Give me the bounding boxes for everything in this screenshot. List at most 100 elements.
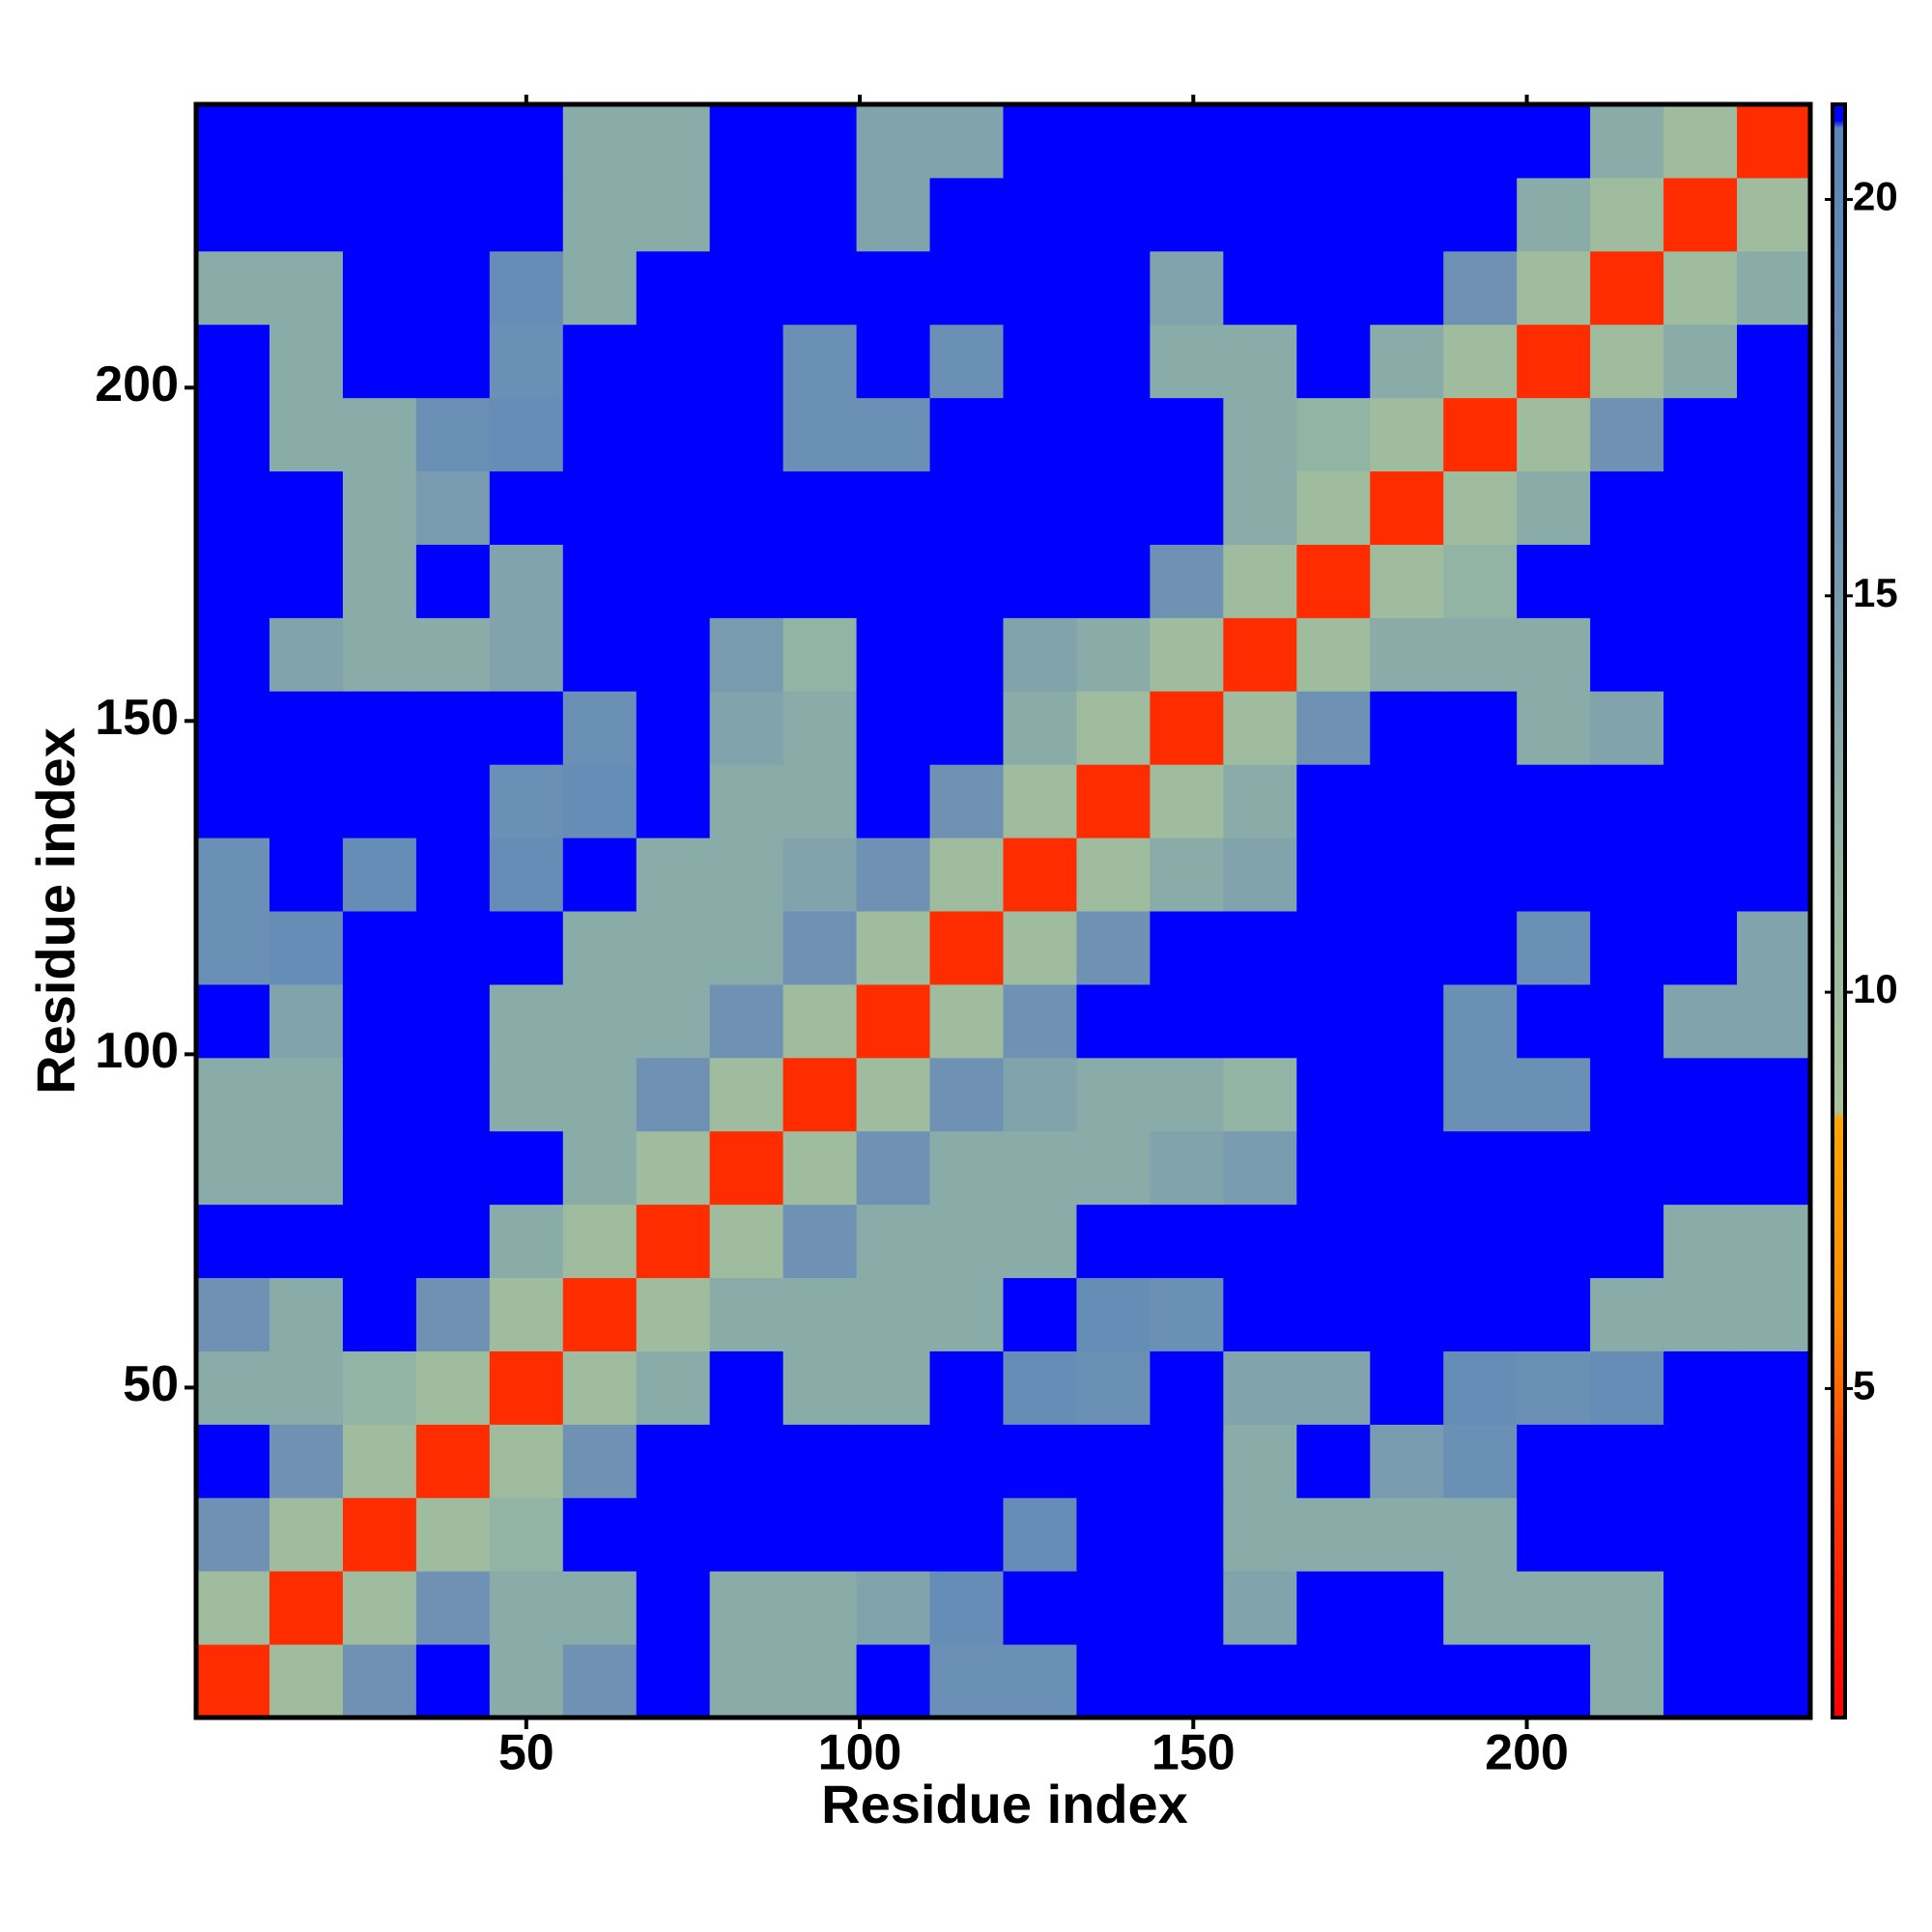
heatmap-cell: [342, 838, 417, 912]
heatmap-cell: [1737, 544, 1811, 618]
heatmap-cell: [342, 177, 417, 252]
heatmap-cell: [1223, 1130, 1297, 1206]
heatmap-cell: [269, 691, 344, 765]
heatmap-cell: [929, 397, 1004, 472]
heatmap-cell: [269, 1497, 344, 1572]
heatmap-cell: [562, 177, 638, 252]
heatmap-cell: [269, 544, 344, 618]
heatmap-cell: [636, 983, 711, 1059]
heatmap-cell: [1223, 324, 1297, 399]
heatmap-cell: [415, 1424, 491, 1498]
heatmap-cell: [1443, 1204, 1518, 1279]
heatmap-cell: [489, 1350, 564, 1425]
heatmap-cell: [1370, 1424, 1444, 1498]
heatmap-cell: [636, 1424, 711, 1498]
heatmap-cell: [636, 617, 711, 692]
heatmap-cell: [1150, 324, 1224, 399]
heatmap-cell: [562, 1424, 638, 1498]
heatmap-cell: [269, 1644, 344, 1719]
heatmap-cell: [489, 1277, 564, 1351]
y-tick-label: 100: [95, 1023, 179, 1079]
heatmap-cell: [1003, 764, 1077, 838]
heatmap-cell: [1296, 1644, 1371, 1719]
heatmap-cell: [1737, 1204, 1811, 1279]
heatmap-cell: [1076, 1057, 1151, 1132]
heatmap-cell: [709, 1644, 784, 1719]
heatmap-cell: [1590, 983, 1664, 1059]
heatmap-cell: [1517, 397, 1591, 472]
heatmap-cell: [342, 250, 417, 326]
heatmap-cell: [1003, 1644, 1077, 1719]
heatmap-cell: [1370, 250, 1444, 326]
heatmap-cell: [1737, 397, 1811, 472]
heatmap-cell: [856, 1571, 931, 1645]
heatmap-cell: [709, 911, 784, 985]
heatmap-cell: [929, 1057, 1004, 1132]
heatmap-cell: [1150, 1497, 1224, 1572]
heatmap-cell: [269, 1424, 344, 1498]
heatmap-cell: [856, 1204, 931, 1279]
heatmap-cell: [929, 250, 1004, 326]
heatmap-cell: [1003, 617, 1077, 692]
heatmap-cell: [1150, 1644, 1224, 1719]
heatmap-cell: [636, 1644, 711, 1719]
heatmap-cell: [196, 1057, 270, 1132]
heatmap-cell: [342, 470, 417, 545]
heatmap-cell: [709, 250, 784, 326]
heatmap-cell: [1223, 1571, 1297, 1645]
heatmap-cell: [856, 1130, 931, 1206]
heatmap-cell: [1076, 1571, 1151, 1645]
heatmap-cell: [196, 764, 270, 838]
heatmap-cell: [342, 104, 417, 179]
heatmap-cell: [1443, 1644, 1518, 1719]
heatmap-cell: [636, 1204, 711, 1279]
heatmap-cell: [1517, 177, 1591, 252]
heatmap-cell: [856, 911, 931, 985]
heatmap-cell: [782, 1057, 858, 1132]
heatmap-cell: [709, 104, 784, 179]
heatmap-cell: [1663, 1644, 1738, 1719]
heatmap-cell: [782, 1277, 858, 1351]
heatmap-cell: [1517, 911, 1591, 985]
heatmap-cell: [1223, 1057, 1297, 1132]
heatmap-cell: [196, 177, 270, 252]
heatmap-cell: [929, 838, 1004, 912]
heatmap-cell: [782, 1644, 858, 1719]
heatmap-cell: [856, 1057, 931, 1132]
heatmap-cell: [342, 911, 417, 985]
heatmap-cell: [269, 1350, 344, 1425]
heatmap-cell: [709, 470, 784, 545]
heatmap-cell: [709, 1497, 784, 1572]
heatmap-cell: [1737, 250, 1811, 326]
heatmap-cell: [709, 1057, 784, 1132]
heatmap-cell: [1223, 911, 1297, 985]
heatmap-cell: [196, 1350, 270, 1425]
heatmap-cell: [856, 838, 931, 912]
heatmap-cell: [1663, 544, 1738, 618]
heatmap-cell: [1663, 177, 1738, 252]
heatmap-cell: [709, 838, 784, 912]
heatmap-cell: [636, 544, 711, 618]
heatmap-cell: [1590, 1497, 1664, 1572]
heatmap-cell: [1296, 1277, 1371, 1351]
heatmap-cell: [1223, 470, 1297, 545]
heatmap-cell: [1590, 1424, 1664, 1498]
heatmap-cell: [1737, 617, 1811, 692]
heatmap-cell: [1296, 1497, 1371, 1572]
heatmap-cell: [562, 1057, 638, 1132]
heatmap-cell: [1296, 911, 1371, 985]
heatmap-cell: [709, 764, 784, 838]
heatmap-cell: [856, 397, 931, 472]
heatmap-cell: [1737, 1350, 1811, 1425]
heatmap-cell: [489, 544, 564, 618]
heatmap-cell: [1296, 104, 1371, 179]
heatmap-cell: [415, 838, 491, 912]
heatmap-cell: [1590, 177, 1664, 252]
heatmap-cell: [1076, 1424, 1151, 1498]
x-tick-label: 200: [1485, 1725, 1569, 1781]
heatmap-cell: [1443, 324, 1518, 399]
heatmap-cell: [1737, 1057, 1811, 1132]
heatmap-cell: [1076, 1130, 1151, 1206]
heatmap-cell: [342, 324, 417, 399]
heatmap-cell: [1663, 983, 1738, 1059]
